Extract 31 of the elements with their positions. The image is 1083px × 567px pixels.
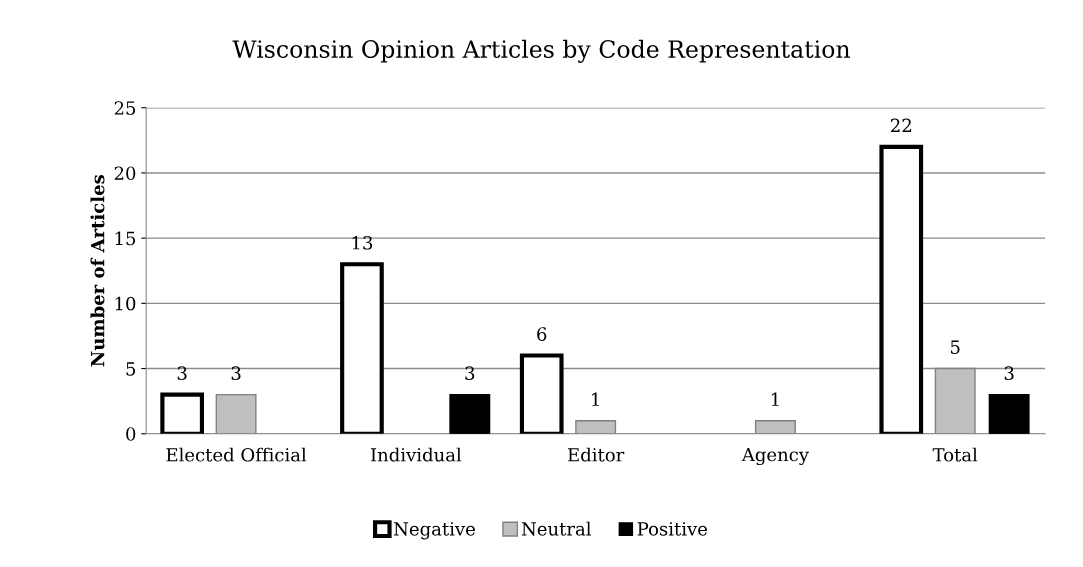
- bar: [215, 393, 257, 434]
- y-axis-title: Number of Articles: [90, 175, 105, 367]
- data-label: 5: [951, 340, 960, 354]
- y-tick-label: 0: [126, 427, 136, 441]
- data-label: 3: [177, 366, 187, 381]
- bar: [988, 393, 1030, 434]
- legend-label: Positive: [637, 522, 708, 536]
- legend-label: Neutral: [521, 521, 591, 536]
- x-tick-label: Editor: [568, 447, 625, 462]
- data-label: 13: [352, 235, 373, 250]
- x-tick-label: Individual: [370, 447, 462, 462]
- data-label: 3: [465, 366, 475, 381]
- y-tick-label: 20: [114, 166, 136, 181]
- chart-title: Wisconsin Opinion Articles by Code Representation: [232, 39, 850, 63]
- data-label: 22: [891, 118, 911, 132]
- bar: [449, 393, 491, 434]
- legend-label: Negative: [394, 522, 475, 540]
- y-tick-label: 15: [115, 231, 136, 246]
- y-tick-label: 5: [126, 362, 136, 376]
- x-tick-label: Total: [932, 447, 978, 462]
- data-label: 1: [771, 392, 779, 406]
- y-tick-label: 10: [115, 296, 136, 311]
- bar: [575, 420, 617, 434]
- bar: [754, 420, 796, 434]
- y-tick-label: 25: [114, 101, 136, 115]
- data-label: 6: [537, 327, 547, 341]
- data-label: 3: [231, 366, 241, 381]
- x-tick-label: Elected Official: [166, 447, 307, 462]
- x-tick-label: Agency: [741, 447, 809, 466]
- data-label: 3: [1004, 366, 1014, 381]
- data-label: 1: [592, 392, 599, 406]
